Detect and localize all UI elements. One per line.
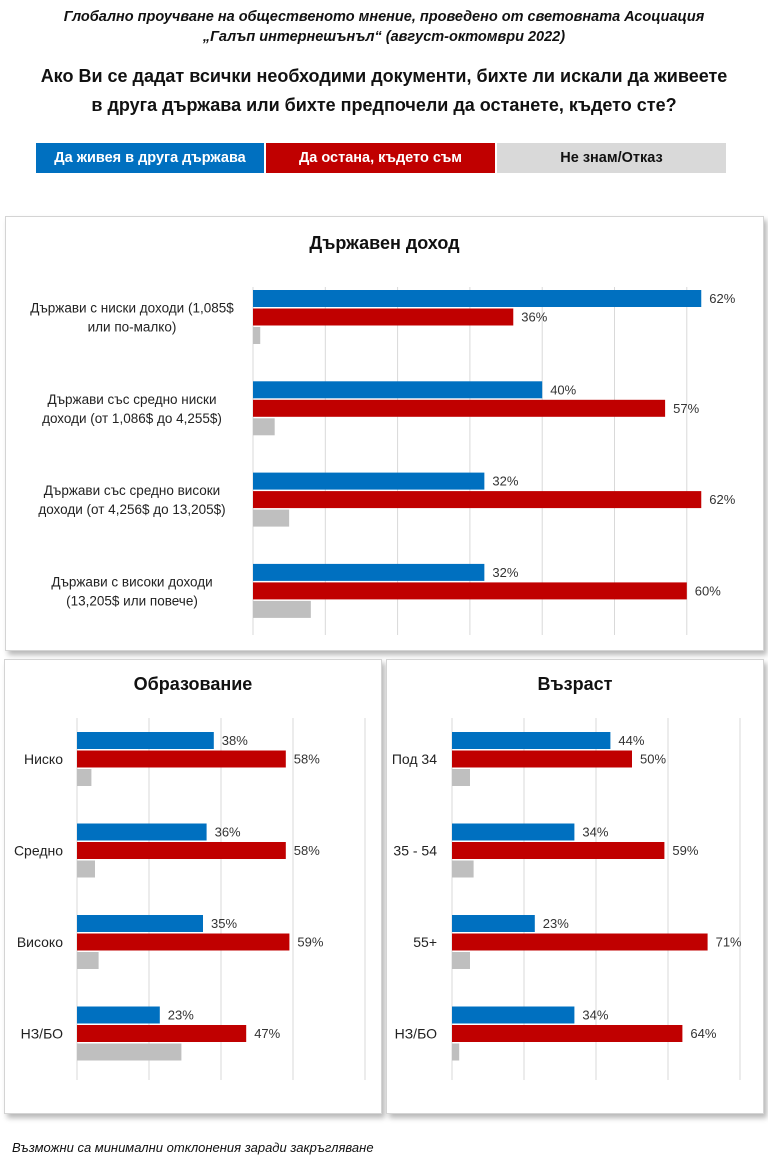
category-label: доходи (от 1,086$ до 4,255$) [42,411,222,426]
data-label-live-abroad: 23% [543,916,569,931]
data-label-stay: 57% [673,401,699,416]
category-label: Държави със средно високи [44,483,220,498]
category-label: доходи (от 4,256$ до 13,205$) [38,502,225,517]
category-label: Високо [17,934,63,950]
data-label-live-abroad: 32% [492,474,518,489]
bar-dont-know [452,952,470,969]
data-label-stay: 58% [294,752,320,767]
bar-live-abroad [452,1006,575,1024]
bar-stay [77,842,286,859]
bar-dont-know [77,769,92,786]
bar-stay [452,750,632,768]
category-label: Държави с високи доходи [51,574,212,589]
data-label-live-abroad: 44% [618,733,644,748]
bar-stay [452,933,708,951]
bar-dont-know [253,327,261,344]
data-label-stay: 58% [294,843,320,858]
category-label: 55+ [413,934,437,950]
survey-question: Ако Ви се дадат всички необходими докуме… [0,62,768,120]
legend-item-stay: Да остана, където съм [266,143,495,173]
data-label-live-abroad: 38% [222,733,248,748]
category-label: 35 - 54 [393,843,437,859]
subtitle-line-2: „Галъп интернешънъл“ (август-октомври 20… [202,29,566,45]
data-label-stay: 50% [640,752,666,767]
category-label: НЗ/БО [21,1026,63,1042]
bar-dont-know [77,1043,182,1061]
rounding-footnote: Възможни са минимални отклонения заради … [12,1140,374,1155]
bar-live-abroad [77,1006,160,1024]
category-label: Държави с ниски доходи (1,085$ [30,301,234,316]
bar-stay [452,842,665,859]
bar-dont-know [452,769,470,786]
bar-stay [77,933,290,951]
data-label-live-abroad: 40% [550,382,576,397]
data-label-live-abroad: 36% [215,825,241,840]
bar-stay [253,308,514,326]
bar-stay [77,1025,247,1042]
data-label-stay: 59% [297,935,323,950]
category-label: (13,205$ или повече) [66,593,198,608]
data-label-stay: 64% [690,1026,716,1041]
bar-live-abroad [452,915,535,932]
bar-live-abroad [253,563,485,581]
legend-item-live-abroad: Да живея в друга държава [36,143,264,173]
bar-stay [253,491,702,509]
bar-dont-know [253,600,311,618]
category-label: Държави със средно ниски [47,392,216,407]
category-label: или по-малко) [88,320,177,335]
data-label-live-abroad: 34% [582,825,608,840]
category-label: Ниско [24,751,63,767]
bar-live-abroad [77,823,207,841]
income-chart-panel: Държавен доход Държави с ниски доходи (1… [5,216,764,651]
bar-live-abroad [253,472,485,490]
data-label-live-abroad: 34% [582,1008,608,1023]
subtitle-line-1: Глобално проучване на общественото мнени… [63,9,705,25]
bar-live-abroad [253,290,702,307]
question-line-1: Ако Ви се дадат всички необходими докуме… [40,66,728,86]
bar-dont-know [253,418,275,436]
bar-stay [253,399,666,417]
data-label-live-abroad: 23% [168,1008,194,1023]
data-label-stay: 71% [716,935,742,950]
bar-stay [452,1025,683,1042]
bar-dont-know [452,860,474,878]
question-line-2: в друга държава или бихте предпочели да … [91,95,677,115]
bar-stay [253,582,687,600]
chart-legend: Да живея в друга държава Да остана, къде… [36,143,726,173]
data-label-live-abroad: 62% [709,291,735,306]
data-label-stay: 36% [521,310,547,325]
bar-dont-know [77,952,99,969]
survey-subtitle: Глобално проучване на общественото мнени… [0,7,768,47]
category-label: Средно [14,843,63,859]
bar-live-abroad [452,732,611,749]
bar-dont-know [452,1043,460,1061]
bar-dont-know [253,509,290,527]
bar-live-abroad [77,732,214,749]
data-label-stay: 62% [709,492,735,507]
income-chart: Държави с ниски доходи (1,085$ или по-мал… [30,287,736,635]
bar-live-abroad [253,381,543,399]
income-chart-title: Държавен доход [309,233,460,253]
age-chart: Под 34 44% 50% 35 - 54 34% 59% 55+ 23% 71% НЗ/БО 3… [392,718,742,1080]
category-label: НЗ/БО [395,1026,437,1042]
bar-stay [77,750,286,768]
bar-live-abroad [452,823,575,841]
category-label: Под 34 [392,751,437,767]
bar-dont-know [77,860,95,878]
education-chart-panel: Образование Ниско 38% 58% Средно 36% 58% Висок… [4,659,382,1114]
education-chart-title: Образование [133,674,253,694]
data-label-stay: 59% [672,843,698,858]
bar-live-abroad [77,915,203,932]
data-label-stay: 47% [254,1026,280,1041]
data-label-live-abroad: 35% [211,916,237,931]
legend-item-dont-know: Не знам/Отказ [497,143,726,173]
data-label-stay: 60% [695,583,721,598]
data-label-live-abroad: 32% [492,565,518,580]
age-chart-title: Възраст [537,674,613,694]
age-chart-panel: Възраст Под 34 44% 50% 35 - 54 34% 59% 55+ 23% 7… [386,659,764,1114]
education-chart: Ниско 38% 58% Средно 36% 58% Високо 35% 59% НЗ/БО… [14,718,366,1080]
